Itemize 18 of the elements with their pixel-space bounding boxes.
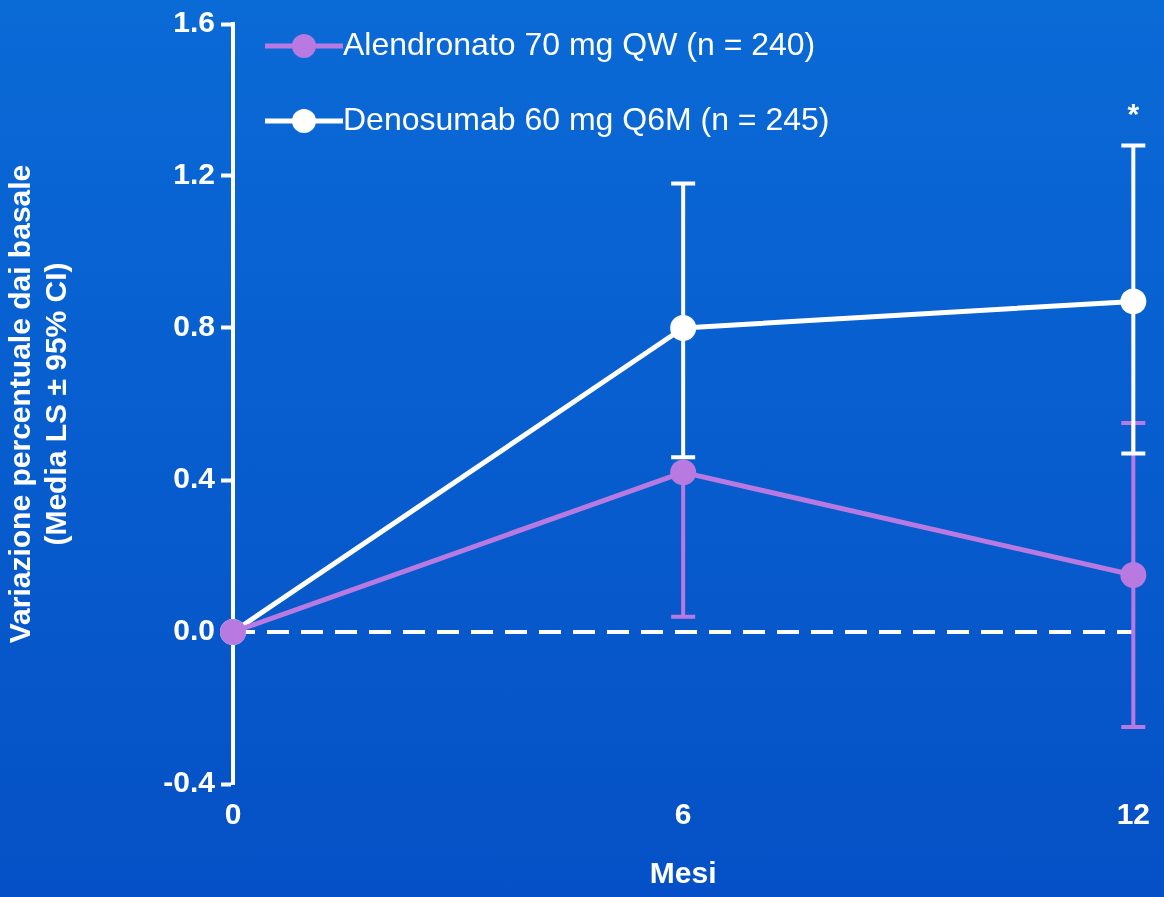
y-tick-label: 0.0 xyxy=(173,613,215,647)
x-tick-label: 6 xyxy=(674,797,692,831)
y-tick-label: 1.2 xyxy=(173,157,215,191)
y-tick-label: 1.6 xyxy=(173,5,215,39)
point xyxy=(670,459,697,486)
y-axis-title: Variazione percentuale dai basale (Media LS ± 95% CI) xyxy=(3,164,73,644)
y-tick-label: 0.8 xyxy=(173,309,215,343)
point xyxy=(670,315,697,341)
x-tick-label: 0 xyxy=(224,797,242,831)
y-tick-label: 0.4 xyxy=(173,461,216,495)
x-axis-title: Mesi xyxy=(649,856,717,890)
point xyxy=(1120,288,1147,315)
legend-label: Denosumab 60 mg Q6M (n = 245) xyxy=(343,100,830,137)
legend-label: Alendronato 70 mg QW (n = 240) xyxy=(343,25,816,62)
annotation: * xyxy=(1127,97,1140,131)
y-tick-label: -0.4 xyxy=(163,765,216,799)
point xyxy=(1120,562,1147,588)
x-tick-label: 12 xyxy=(1116,797,1150,831)
